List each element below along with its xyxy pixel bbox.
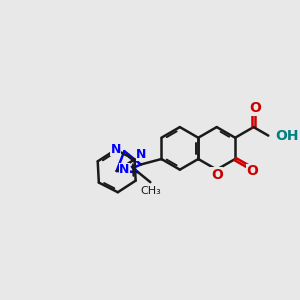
- Text: N: N: [119, 163, 130, 176]
- Text: O: O: [249, 101, 261, 116]
- Text: O: O: [211, 168, 223, 182]
- Text: N: N: [136, 148, 147, 160]
- Text: N: N: [111, 143, 121, 156]
- Text: OH: OH: [275, 129, 298, 142]
- Text: O: O: [247, 164, 258, 178]
- Text: CH₃: CH₃: [140, 186, 161, 196]
